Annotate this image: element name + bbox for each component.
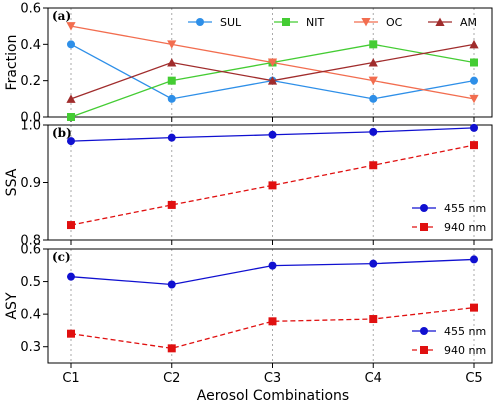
y-tick-label: 1.0	[20, 119, 41, 134]
legend-entry: 940 nm	[444, 344, 486, 357]
data-point	[470, 123, 478, 132]
series-line	[70, 43, 475, 100]
data-point	[67, 40, 75, 49]
panel-label: (b)	[52, 126, 72, 140]
data-point	[369, 315, 378, 324]
data-point	[369, 259, 378, 268]
data-point	[167, 200, 176, 209]
data-point	[369, 94, 378, 103]
y-axis-title: Fraction	[4, 35, 20, 91]
data-point	[470, 255, 478, 264]
x-tick-label: C5	[465, 371, 482, 386]
x-tick-label: C2	[163, 371, 180, 386]
data-point	[167, 76, 176, 85]
series-oc	[66, 22, 479, 104]
series-455-nm	[67, 255, 478, 289]
legend-entry: 455 nm	[444, 325, 486, 338]
y-axis-title: SSA	[4, 168, 20, 196]
x-tick-label: C4	[365, 371, 382, 386]
legend-marker	[435, 17, 445, 26]
series-455-nm	[67, 123, 478, 146]
y-tick-label: 0.0	[20, 111, 41, 126]
data-point	[470, 303, 478, 312]
y-tick-label: 0.4	[20, 38, 41, 53]
data-point	[67, 221, 75, 230]
data-point	[167, 58, 177, 67]
y-tick-label: 0.6	[20, 2, 41, 17]
legend-marker	[196, 18, 204, 26]
data-point	[167, 280, 176, 289]
data-point	[67, 137, 75, 146]
data-point	[469, 39, 479, 49]
panel-label: (c)	[52, 250, 71, 264]
data-point	[268, 181, 277, 190]
data-point	[167, 94, 176, 103]
legend-marker	[420, 346, 428, 354]
data-point	[268, 261, 277, 270]
y-tick-label: 0.5	[20, 275, 41, 290]
plot-frame	[47, 248, 493, 364]
legend-entry: 455 nm	[444, 202, 486, 215]
legend-marker	[420, 327, 428, 335]
y-axis-title: ASY	[4, 292, 20, 319]
legend-entry: AM	[460, 16, 477, 29]
data-point	[66, 94, 76, 103]
legend-marker	[420, 204, 428, 212]
legend-marker	[361, 18, 371, 27]
data-point	[268, 317, 277, 326]
panels: 0.0 0.2 0.4 0.6 Fraction (a) SUL NIT OC AM 0.8 0.9 1…	[4, 2, 493, 368]
legend-entry: OC	[386, 16, 403, 29]
data-point	[368, 76, 378, 86]
data-point	[167, 344, 176, 353]
x-tick-labels: C1 C2 C3 C4 C5	[62, 371, 482, 386]
y-tick-label: 0.6	[20, 243, 41, 258]
series-am	[66, 39, 479, 103]
data-point	[268, 130, 277, 139]
series-940-nm	[67, 303, 478, 353]
data-point	[67, 272, 75, 281]
legend: 455 nm 940 nm	[412, 325, 486, 357]
legend-marker	[420, 223, 428, 231]
data-point	[267, 76, 278, 85]
panel-2: 0.8 0.9 1.0 SSA (b) 455 nm 940 nm	[4, 119, 493, 249]
panel-label: (a)	[52, 9, 71, 23]
data-point	[167, 133, 176, 142]
data-point	[369, 40, 378, 49]
plot-frame	[47, 7, 493, 118]
series-line	[70, 144, 475, 226]
series-line	[70, 43, 475, 100]
x-tick-label: C1	[62, 371, 79, 386]
legend-marker	[282, 18, 290, 26]
data-point	[267, 58, 278, 67]
data-point	[66, 22, 76, 31]
legend-entry: 940 nm	[444, 221, 486, 234]
panel-1: 0.0 0.2 0.4 0.6 Fraction (a) SUL NIT OC AM	[4, 2, 493, 126]
y-tick-label: 0.9	[20, 176, 41, 191]
y-tick-label: 0.2	[20, 74, 41, 89]
y-tick-label: 0.3	[20, 340, 41, 355]
data-point	[469, 94, 479, 104]
data-point	[67, 329, 75, 338]
data-point	[67, 113, 75, 121]
data-point	[369, 161, 378, 170]
data-point	[470, 76, 478, 85]
data-point	[369, 127, 378, 136]
legend: 455 nm 940 nm	[412, 202, 486, 234]
x-tick-label: C3	[264, 371, 281, 386]
data-point	[167, 40, 177, 49]
series-line	[70, 306, 475, 350]
legend: SUL NIT OC AM	[188, 16, 477, 29]
data-point	[470, 141, 478, 150]
legend-entry: SUL	[220, 16, 242, 29]
legend-entry: NIT	[306, 16, 324, 29]
y-tick-label: 0.8	[20, 234, 41, 249]
data-point	[368, 58, 378, 67]
panel-3: 0.3 0.4 0.5 0.6 ASY (c) 455 nm 940 nm	[4, 243, 493, 368]
data-point	[470, 58, 478, 67]
series-940-nm	[67, 141, 478, 230]
x-axis-title: Aerosol Combinations	[197, 388, 349, 404]
y-tick-label: 0.4	[20, 308, 41, 323]
